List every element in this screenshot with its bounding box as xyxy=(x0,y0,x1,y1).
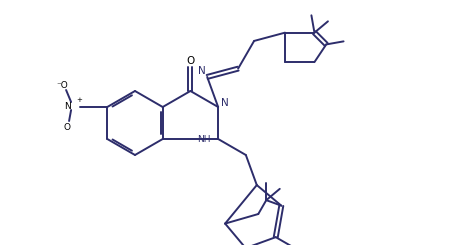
Text: ⁻O: ⁻O xyxy=(56,81,68,89)
Text: NH: NH xyxy=(197,135,210,144)
Text: O: O xyxy=(64,122,71,132)
Text: O: O xyxy=(186,56,195,66)
Text: +: + xyxy=(76,97,82,103)
Text: N: N xyxy=(198,66,206,76)
Text: N: N xyxy=(221,98,229,108)
Text: N: N xyxy=(64,101,71,110)
